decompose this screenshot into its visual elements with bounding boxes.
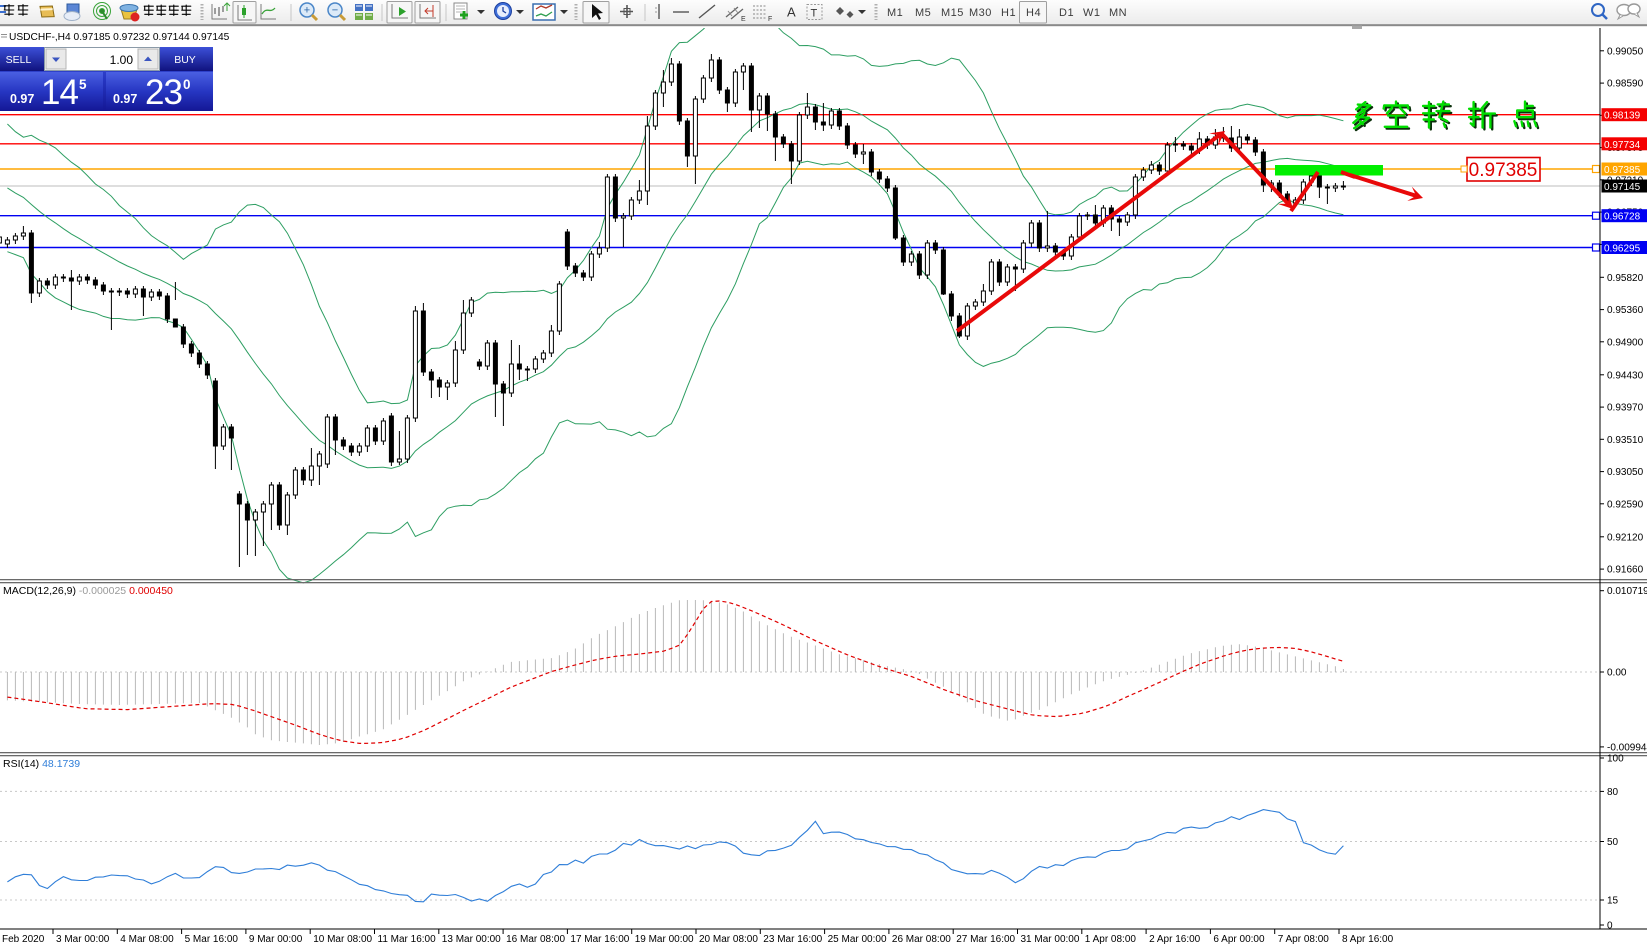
svg-text:0.97: 0.97 [10,92,34,106]
svg-text:23 Mar 16:00: 23 Mar 16:00 [763,934,822,945]
svg-text:0.99050: 0.99050 [1607,46,1644,57]
svg-text:H1: H1 [1001,7,1016,19]
svg-text:14: 14 [41,73,78,112]
svg-text:D1: D1 [1059,7,1074,19]
svg-text:4 Mar 08:00: 4 Mar 08:00 [120,934,174,945]
svg-text:Feb 2020: Feb 2020 [2,934,45,945]
svg-text:A: A [787,5,796,20]
svg-text:F: F [768,16,772,23]
svg-text:7 Apr 08:00: 7 Apr 08:00 [1278,934,1330,945]
svg-text:2 Apr 16:00: 2 Apr 16:00 [1149,934,1201,945]
svg-text:T: T [811,8,818,20]
svg-text:15: 15 [1607,896,1619,907]
svg-text:RSI(14) 48.1739: RSI(14) 48.1739 [3,758,80,770]
svg-text:1 Apr 08:00: 1 Apr 08:00 [1085,934,1137,945]
svg-text:H4: H4 [1026,7,1041,19]
svg-text:8 Apr 16:00: 8 Apr 16:00 [1342,934,1394,945]
svg-text:0.94430: 0.94430 [1607,370,1644,381]
svg-text:MN: MN [1109,7,1127,19]
svg-text:M15: M15 [941,7,964,19]
svg-text:9 Mar 00:00: 9 Mar 00:00 [249,934,303,945]
svg-text:−: − [332,5,338,17]
svg-text:100: 100 [1607,754,1624,765]
svg-text:20 Mar 08:00: 20 Mar 08:00 [699,934,758,945]
svg-text:10 Mar 08:00: 10 Mar 08:00 [313,934,372,945]
svg-text:26 Mar 08:00: 26 Mar 08:00 [892,934,951,945]
svg-text:MACD(12,26,9) -0.000025 0.0004: MACD(12,26,9) -0.000025 0.000450 [3,585,173,597]
svg-text:USDCHF-,H4 0.97185 0.97232 0.: USDCHF-,H4 0.97185 0.97232 0.97144 0.971… [9,32,230,43]
svg-text:SELL: SELL [6,54,32,66]
svg-text:0.91660: 0.91660 [1607,565,1644,576]
svg-text:-0.009944: -0.009944 [1607,742,1647,753]
svg-text:13 Mar 00:00: 13 Mar 00:00 [442,934,501,945]
svg-text:0.96728: 0.96728 [1604,212,1641,223]
svg-text:17 Mar 16:00: 17 Mar 16:00 [570,934,629,945]
svg-text:W1: W1 [1083,7,1101,19]
svg-text:0.97145: 0.97145 [1604,182,1641,193]
svg-text:11 Mar 16:00: 11 Mar 16:00 [378,934,437,945]
svg-text:16 Mar 08:00: 16 Mar 08:00 [506,934,565,945]
svg-text:27 Mar 16:00: 27 Mar 16:00 [956,934,1015,945]
svg-text:M30: M30 [969,7,992,19]
svg-text:0.97385: 0.97385 [1469,160,1538,181]
svg-text:0.00: 0.00 [1607,668,1627,679]
svg-text:0.96295: 0.96295 [1604,244,1641,255]
svg-text:80: 80 [1607,787,1619,798]
svg-text:0.97385: 0.97385 [1604,165,1641,176]
svg-text:+: + [304,5,310,17]
svg-text:1.00: 1.00 [110,53,134,67]
svg-text:23: 23 [145,73,182,112]
svg-text:6 Apr 00:00: 6 Apr 00:00 [1213,934,1265,945]
svg-text:BUY: BUY [174,54,196,66]
svg-text:0: 0 [1607,921,1613,932]
svg-text:0.95360: 0.95360 [1607,305,1644,316]
svg-text:0.98590: 0.98590 [1607,79,1644,90]
svg-text:E: E [741,16,746,23]
svg-text:19 Mar 00:00: 19 Mar 00:00 [635,934,694,945]
svg-text:0.93050: 0.93050 [1607,467,1644,478]
svg-text:M1: M1 [887,7,903,19]
svg-text:0.010719: 0.010719 [1607,586,1647,597]
svg-text:0.92120: 0.92120 [1607,532,1644,543]
svg-text:5: 5 [79,77,87,92]
svg-text:25 Mar 00:00: 25 Mar 00:00 [828,934,887,945]
svg-text:M5: M5 [915,7,931,19]
svg-text:0.93510: 0.93510 [1607,435,1644,446]
svg-text:50: 50 [1607,837,1619,848]
svg-text:31 Mar 00:00: 31 Mar 00:00 [1021,934,1080,945]
svg-text:0.95820: 0.95820 [1607,273,1644,284]
svg-text:5 Mar 16:00: 5 Mar 16:00 [185,934,239,945]
svg-text:0.98139: 0.98139 [1604,111,1641,122]
svg-text:0.94900: 0.94900 [1607,337,1644,348]
svg-text:0.93970: 0.93970 [1607,403,1644,414]
svg-text:0: 0 [183,77,191,92]
svg-text:0.97734: 0.97734 [1604,140,1641,151]
svg-text:3 Mar 00:00: 3 Mar 00:00 [56,934,110,945]
svg-text:0.92590: 0.92590 [1607,499,1644,510]
svg-text:0.97: 0.97 [113,92,137,106]
